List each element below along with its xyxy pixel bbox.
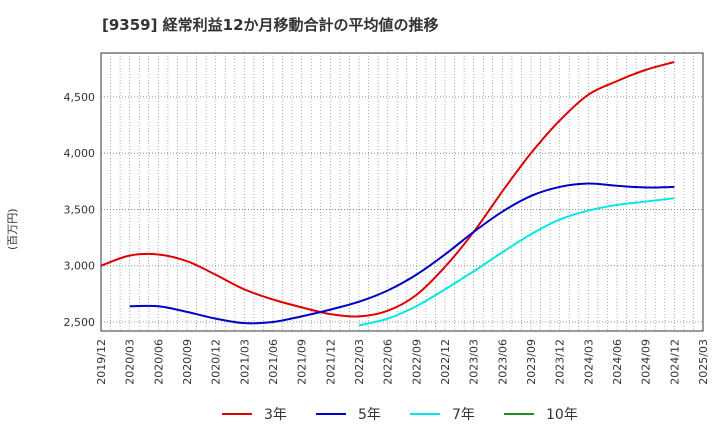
x-tick-label: 2020/03 (124, 339, 137, 385)
x-tick-label: 2024/09 (640, 339, 653, 385)
legend-label: 5年 (358, 407, 381, 423)
series-line-1 (100, 61, 675, 318)
x-tick-label: 2022/12 (439, 339, 452, 385)
legend-label: 10年 (546, 407, 578, 423)
chart-title: [9359] 経常利益12か月移動合計の平均値の推移 (102, 16, 439, 34)
x-tick-label: 2025/03 (697, 339, 710, 385)
x-tick-label: 2023/03 (468, 339, 481, 385)
y-tick-label: 2,500 (64, 316, 96, 329)
x-tick-label: 2023/06 (496, 339, 509, 385)
x-tick-label: 2023/09 (525, 339, 538, 385)
x-tick-label: 2019/12 (95, 339, 108, 385)
x-tick-label: 2022/09 (410, 339, 423, 385)
x-tick-label: 2021/03 (238, 339, 251, 385)
x-tick-label: 2022/03 (353, 339, 366, 385)
x-tick-label: 2022/06 (382, 339, 395, 385)
legend-label: 7年 (452, 407, 475, 423)
x-tick-label: 2024/12 (668, 339, 681, 385)
series-line-2 (129, 182, 675, 325)
plot-frame (100, 52, 704, 332)
y-tick-label: 3,500 (64, 203, 96, 216)
x-tick-label: 2023/12 (554, 339, 567, 385)
x-tick-label: 2020/09 (181, 339, 194, 385)
x-tick-label: 2020/12 (210, 339, 223, 385)
plot-area (101, 53, 703, 331)
x-tick-label: 2021/06 (267, 339, 280, 385)
y-tick-label: 4,500 (64, 91, 96, 104)
y-tick-label: 3,000 (64, 260, 96, 273)
x-tick-label: 2024/06 (611, 339, 624, 385)
x-tick-label: 2021/12 (324, 339, 337, 385)
legend-label: 3年 (264, 407, 287, 423)
x-tick-label: 2021/09 (296, 339, 309, 385)
x-tick-label: 2020/06 (152, 339, 165, 385)
x-tick-label: 2024/03 (582, 339, 595, 385)
y-tick-label: 4,000 (64, 147, 96, 160)
series-line-3 (358, 197, 675, 327)
